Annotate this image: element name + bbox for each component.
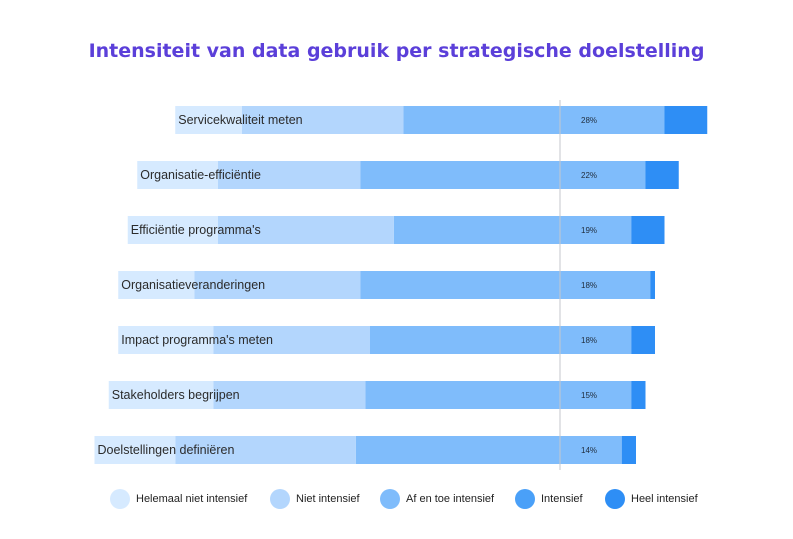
labels-layer: Servicekwaliteit meten 28% Organisatie-eff… [98, 113, 598, 457]
legend-label: Heel intensief [631, 493, 698, 505]
legend-label: Intensief [541, 493, 583, 505]
category-label: Doelstellingen definiëren [98, 443, 235, 457]
bar-segment [194, 271, 361, 299]
legend-label: Helemaal niet intensief [136, 493, 248, 505]
bar-segment [645, 161, 679, 189]
bar-segment [560, 326, 632, 354]
percentage-label: 18% [581, 336, 597, 345]
legend-swatch [270, 489, 290, 509]
legend-item: Niet intensief [270, 485, 360, 513]
percentage-label: 18% [581, 281, 597, 290]
bar-segment [213, 381, 366, 409]
bar-segment [360, 271, 560, 299]
legend-swatch [515, 489, 535, 509]
category-label: Stakeholders begrijpen [112, 388, 240, 402]
bar-segment [118, 326, 214, 354]
bar-segment [365, 381, 560, 409]
bar-segment [631, 326, 655, 354]
bar-segment [560, 161, 646, 189]
bar-segment [560, 216, 632, 244]
bar-segment [664, 106, 708, 134]
bar-segment [241, 106, 404, 134]
bar-segment [127, 216, 218, 244]
percentage-label: 22% [581, 171, 597, 180]
bar-segment [175, 436, 356, 464]
bar-segment [560, 381, 632, 409]
category-label: Organisatie-efficiëntie [140, 168, 261, 182]
category-label: Efficiëntie programma's [131, 223, 261, 237]
chart-title: Intensiteit van data gebruik per strateg… [88, 40, 705, 62]
category-label: Impact programma's meten [121, 333, 273, 347]
bar-segment [370, 326, 560, 354]
legend-swatch [605, 489, 625, 509]
legend-item: Heel intensief [605, 485, 698, 513]
bar-segment [213, 326, 370, 354]
legend-item: Helemaal niet intensief [110, 485, 247, 513]
percentage-label: 19% [581, 226, 597, 235]
bar-segment [118, 271, 195, 299]
legend-label: Af en toe intensief [406, 493, 495, 505]
bar-segment [175, 106, 242, 134]
legend-item: Af en toe intensief [380, 485, 494, 513]
bar-segment [560, 271, 651, 299]
legend: Helemaal niet intensief Niet intensief Af … [110, 485, 750, 513]
bar-segment [631, 381, 646, 409]
legend-swatch [380, 489, 400, 509]
bar-segment [218, 216, 394, 244]
bar-segment [137, 161, 218, 189]
bar-segment [650, 271, 655, 299]
legend-item: Intensief [515, 485, 583, 513]
percentage-label: 14% [581, 446, 597, 455]
bars-layer [94, 106, 708, 464]
legend-label: Niet intensief [296, 493, 360, 505]
bar-segment [403, 106, 560, 134]
percentage-label: 15% [581, 391, 597, 400]
bar-segment [108, 381, 214, 409]
category-label: Organisatieveranderingen [121, 278, 265, 292]
bar-segment [560, 106, 665, 134]
legend-swatch [110, 489, 130, 509]
bar-segment [560, 436, 622, 464]
bar-segment [621, 436, 636, 464]
category-label: Servicekwaliteit meten [178, 113, 302, 127]
bar-segment [631, 216, 665, 244]
bar-segment [218, 161, 361, 189]
bar-segment [360, 161, 560, 189]
bar-segment [393, 216, 560, 244]
bar-segment [355, 436, 560, 464]
percentage-label: 28% [581, 116, 597, 125]
bar-segment [94, 436, 176, 464]
